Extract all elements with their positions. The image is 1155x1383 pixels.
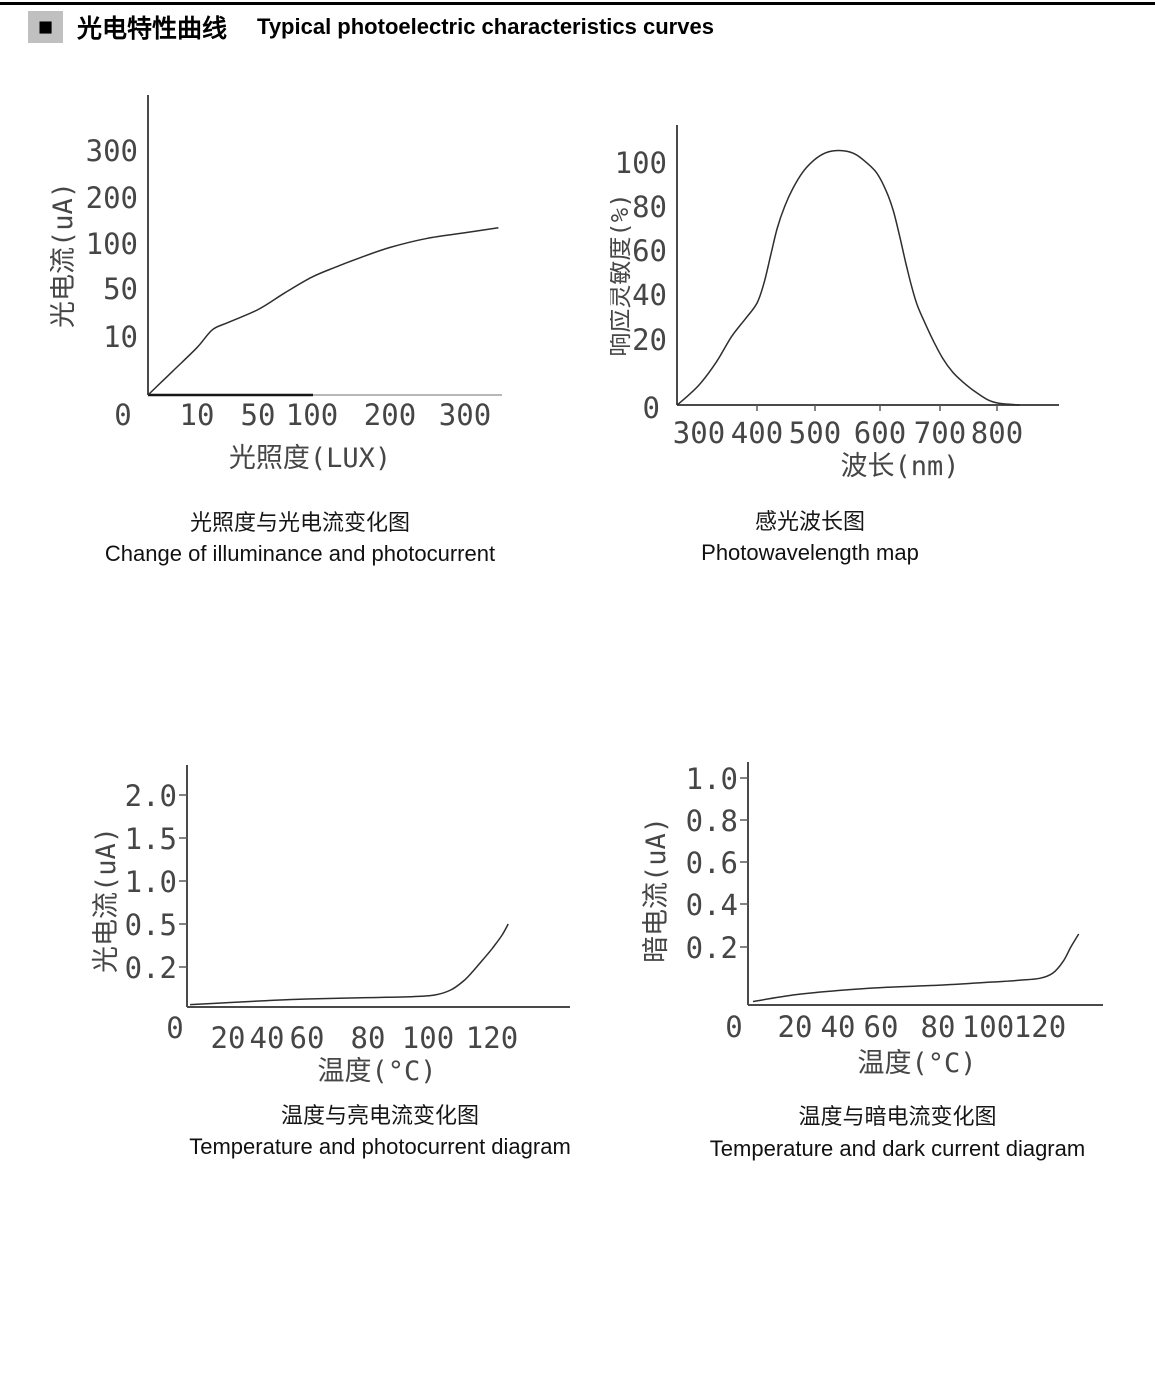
x-tick-label: 800 bbox=[971, 416, 1023, 450]
curve bbox=[190, 923, 509, 1006]
y-tick-label: 0.8 bbox=[686, 804, 738, 838]
x-tick-label: 100 bbox=[286, 398, 338, 432]
y-tick-label: 1.5 bbox=[125, 822, 177, 856]
y-tick-label: 20 bbox=[632, 323, 667, 357]
x-tick-label: 100 bbox=[402, 1021, 454, 1055]
x-tick-label: 300 bbox=[673, 416, 725, 450]
y-tick-label: 80 bbox=[632, 190, 667, 224]
x-axis-title: 波长(nm) bbox=[840, 451, 959, 482]
black-square-icon: ■ bbox=[37, 12, 54, 41]
x-tick-label: 10 bbox=[180, 398, 215, 432]
y-tick-label: 100 bbox=[615, 146, 667, 180]
chart-caption-en: Temperature and photocurrent diagram bbox=[189, 1134, 571, 1159]
y-axis-title: 光电流(uA) bbox=[91, 827, 122, 973]
x-tick-label: 200 bbox=[364, 398, 416, 432]
x-axis-title: 温度(°C) bbox=[317, 1056, 436, 1087]
x-tick-label: 600 bbox=[854, 416, 906, 450]
x-tick-label: 20 bbox=[211, 1021, 246, 1055]
origin-label: 0 bbox=[114, 398, 131, 432]
curve bbox=[147, 227, 499, 396]
y-tick-label: 40 bbox=[632, 278, 667, 312]
temp-photocurrent-figure: 2.0 1.5 1.0 0.5 0.2 0 20 40 60 80 100 12… bbox=[80, 750, 660, 1180]
x-tick-label: 60 bbox=[864, 1010, 899, 1044]
x-tick-label: 80 bbox=[351, 1021, 386, 1055]
x-axis-title: 光照度(LUX) bbox=[229, 443, 391, 474]
y-tick-label: 10 bbox=[103, 320, 138, 354]
chart-caption-zh: 感光波长图 bbox=[754, 510, 865, 535]
spectral-response-chart: 100 80 60 40 20 0 300 400 500 600 700 80… bbox=[610, 125, 1059, 482]
temp-darkcurrent-chart: 1.0 0.8 0.6 0.4 0.2 0 20 40 60 80 100 12… bbox=[641, 762, 1103, 1079]
illuminance-photocurrent-chart: 300 200 100 50 10 0 10 50 100 200 300 光照… bbox=[50, 95, 502, 474]
y-axis-title: 响应灵敏度(%) bbox=[610, 193, 634, 356]
spectral-response-figure: 100 80 60 40 20 0 300 400 500 600 700 80… bbox=[610, 100, 1120, 580]
temp-photocurrent-chart: 2.0 1.5 1.0 0.5 0.2 0 20 40 60 80 100 12… bbox=[91, 765, 570, 1087]
chart-caption-zh: 温度与亮电流变化图 bbox=[280, 1104, 479, 1129]
x-tick-label: 40 bbox=[821, 1010, 856, 1044]
x-tick-label: 120 bbox=[466, 1021, 518, 1055]
x-tick-label: 50 bbox=[241, 398, 276, 432]
chart-caption-zh: 温度与暗电流变化图 bbox=[798, 1105, 997, 1130]
y-tick-label: 2.0 bbox=[125, 779, 177, 813]
x-tick-label: 500 bbox=[789, 416, 841, 450]
origin-label: 0 bbox=[166, 1011, 183, 1045]
y-tick-label: 0.4 bbox=[686, 888, 738, 922]
y-tick-label: 60 bbox=[632, 234, 667, 268]
y-axis-title: 光电流(uA) bbox=[50, 182, 79, 328]
chart-caption-en: Change of illuminance and photocurrent bbox=[104, 541, 496, 566]
chart-caption-zh: 光照度与光电流变化图 bbox=[189, 511, 410, 536]
y-tick-label: 50 bbox=[103, 272, 138, 306]
section-title-en: Typical photoelectric characteristics cu… bbox=[257, 14, 714, 39]
y-tick-label: 1.0 bbox=[686, 762, 738, 796]
x-tick-label: 400 bbox=[731, 416, 783, 450]
x-tick-label: 60 bbox=[290, 1021, 325, 1055]
x-axis-title: 温度(°C) bbox=[857, 1048, 976, 1079]
section-title-zh: 光电特性曲线 bbox=[77, 15, 228, 43]
y-tick-label: 0.2 bbox=[686, 931, 738, 965]
x-tick-label: 700 bbox=[914, 416, 966, 450]
illuminance-photocurrent-figure: 300 200 100 50 10 0 10 50 100 200 300 光照… bbox=[50, 85, 550, 585]
y-tick-label: 0.2 bbox=[125, 951, 177, 985]
top-rule bbox=[0, 2, 1155, 5]
x-tick-label: 80 bbox=[921, 1010, 956, 1044]
x-tick-label: 100 bbox=[962, 1010, 1014, 1044]
x-tick-label: 40 bbox=[250, 1021, 285, 1055]
section-bullet-icon: ■ bbox=[28, 11, 63, 43]
y-tick-label: 1.0 bbox=[125, 865, 177, 899]
chart-caption-en: Photowavelength map bbox=[701, 540, 919, 565]
y-axis-title: 暗电流(uA) bbox=[641, 817, 672, 963]
y-tick-label: 100 bbox=[86, 227, 138, 261]
page-header: ■ 光电特性曲线 Typical photoelectric character… bbox=[28, 9, 714, 45]
y-tick-label: 200 bbox=[86, 181, 138, 215]
y-tick-label: 300 bbox=[86, 134, 138, 168]
y-tick-label: 0.5 bbox=[125, 908, 177, 942]
x-tick-label: 120 bbox=[1014, 1010, 1066, 1044]
temp-darkcurrent-figure: 1.0 0.8 0.6 0.4 0.2 0 20 40 60 80 100 12… bbox=[640, 745, 1155, 1185]
y-tick-label: 0.6 bbox=[686, 846, 738, 880]
x-tick-label: 300 bbox=[439, 398, 491, 432]
origin-label: 0 bbox=[725, 1010, 742, 1044]
curve bbox=[676, 149, 1020, 406]
y-tick-label: 0 bbox=[643, 391, 660, 425]
chart-caption-en: Temperature and dark current diagram bbox=[709, 1136, 1086, 1161]
x-tick-label: 20 bbox=[778, 1010, 813, 1044]
curve bbox=[752, 933, 1080, 1003]
